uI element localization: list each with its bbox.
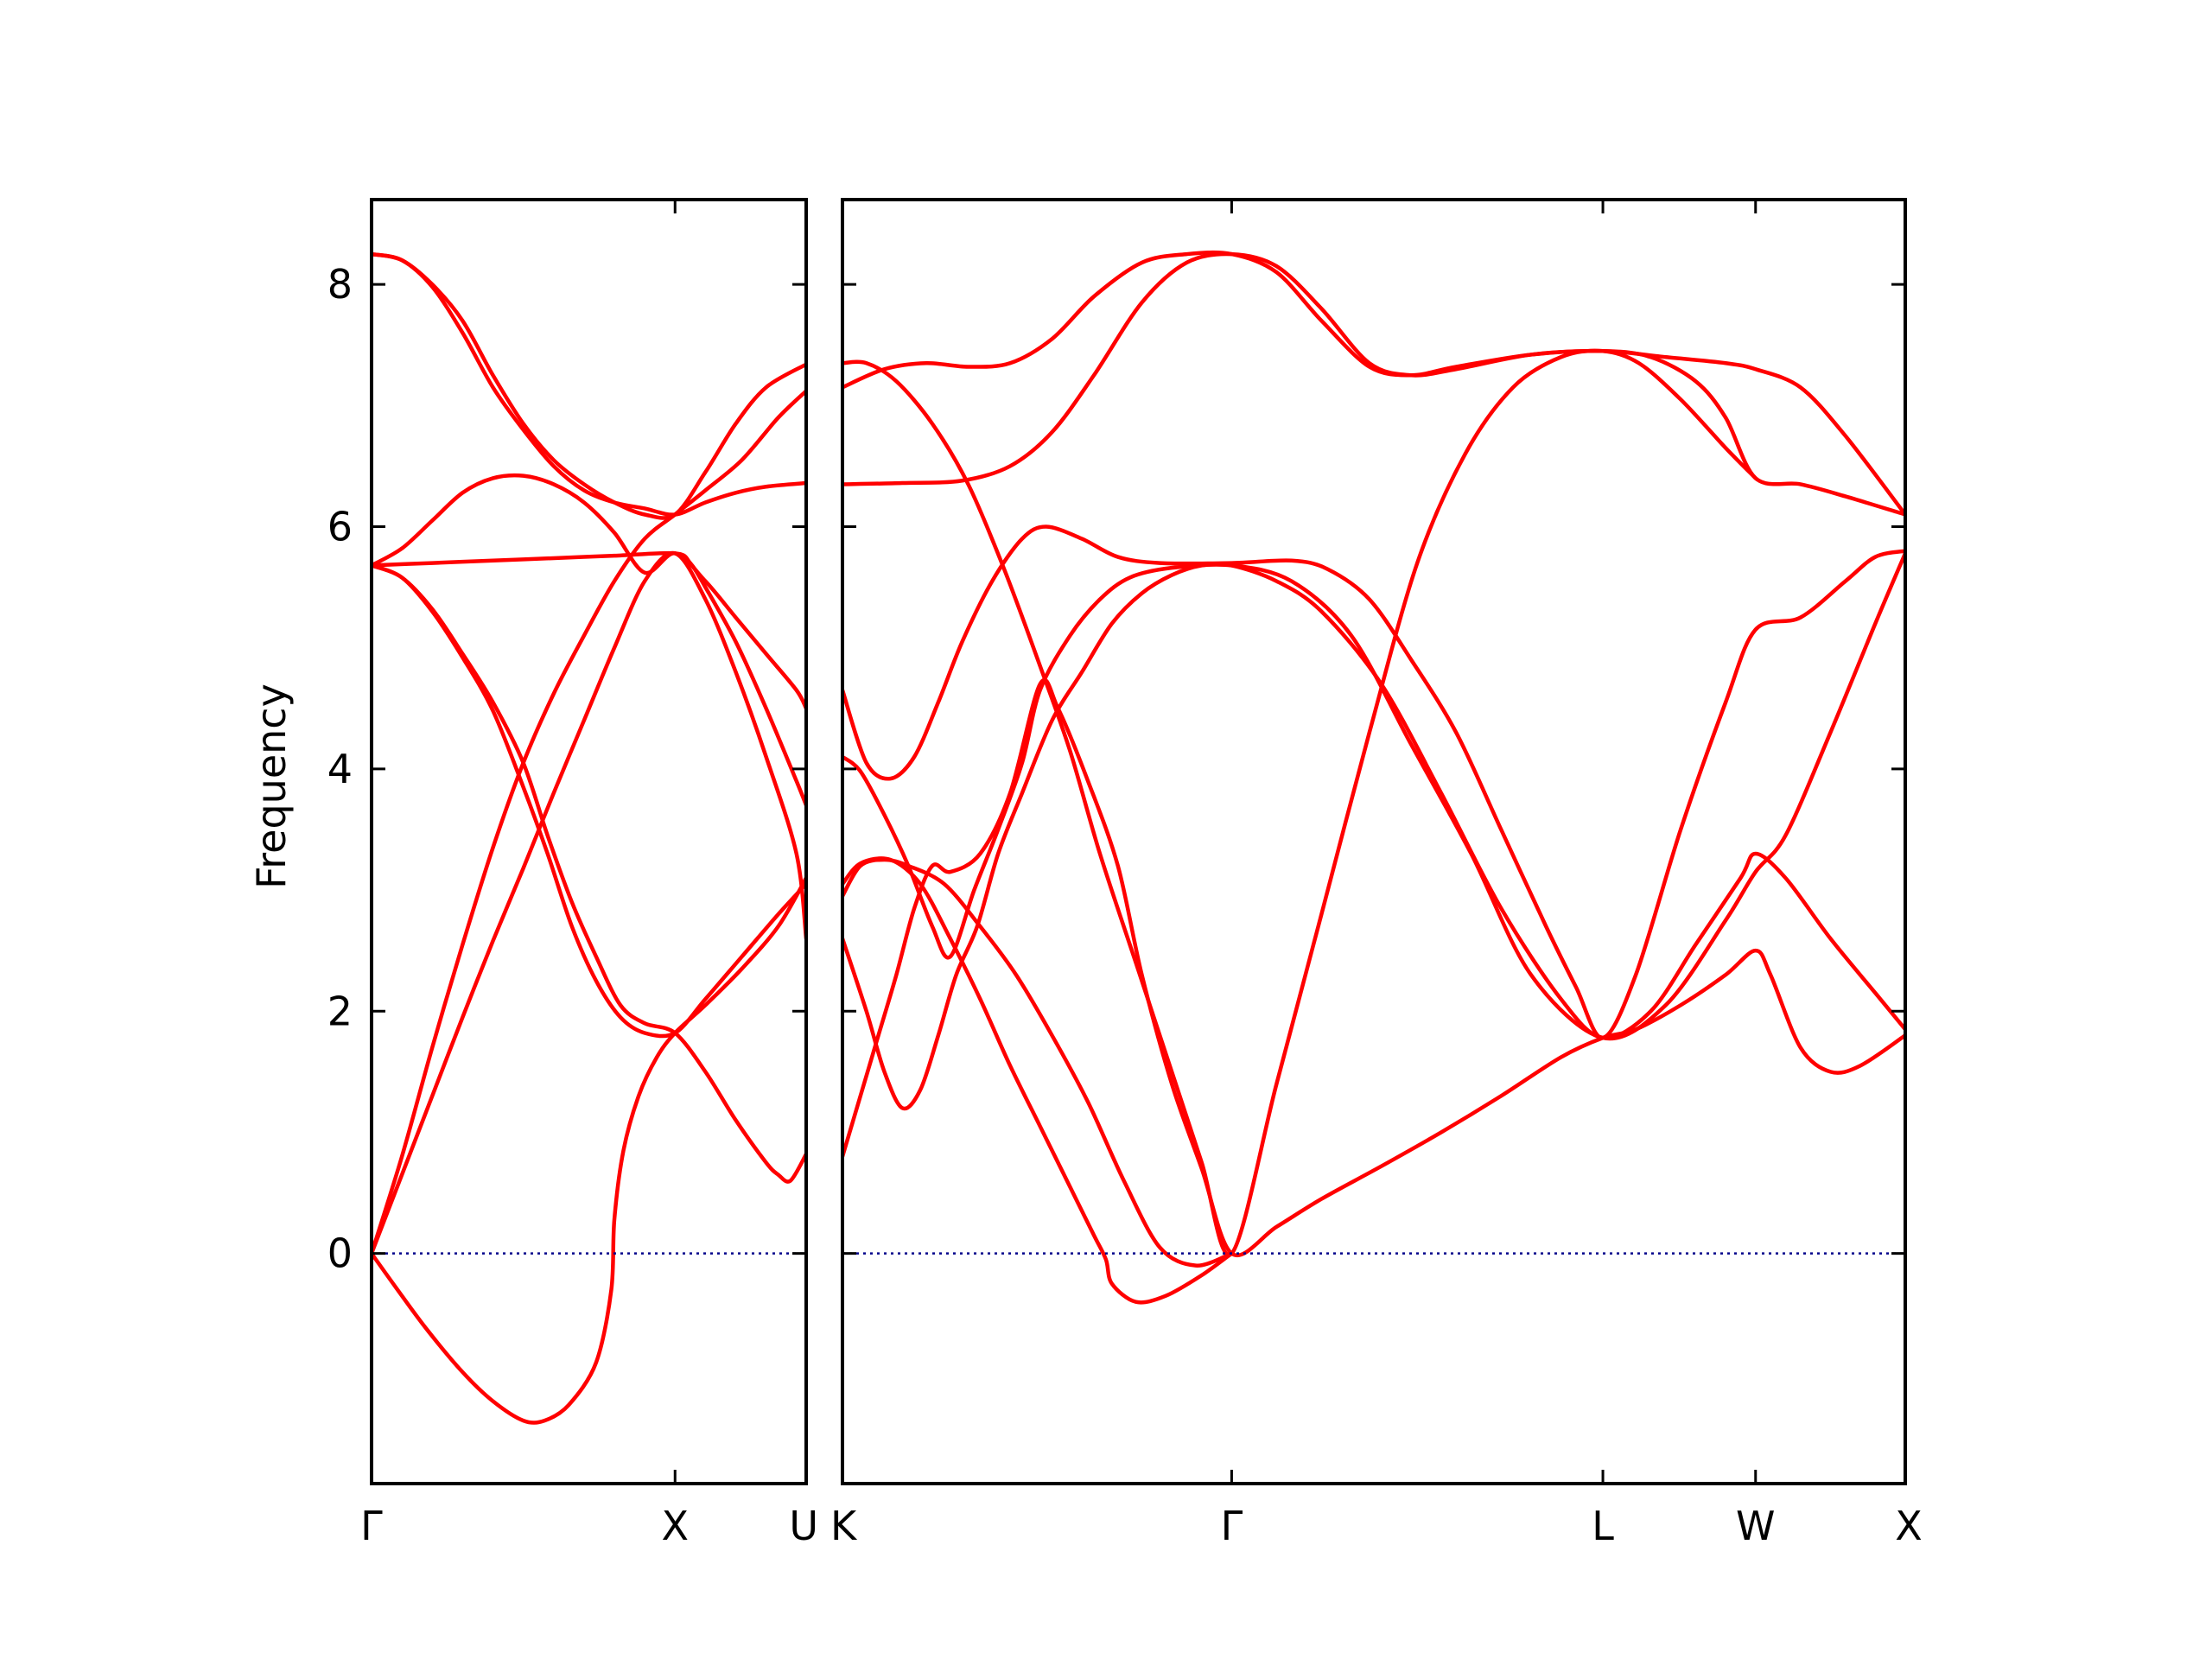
x-tick-label: X (661, 1503, 689, 1549)
x-tick-label: U (789, 1503, 818, 1549)
band-line-right-8 (842, 250, 1905, 517)
band-line-left-8 (372, 251, 806, 517)
y-tick-label: 6 (327, 504, 353, 550)
y-axis-label: Frequency (248, 683, 295, 889)
band-line-left-7 (372, 473, 806, 711)
x-tick-label: W (1736, 1503, 1775, 1549)
band-line-left-9 (372, 251, 806, 520)
band-line-left-4 (372, 563, 806, 1039)
y-tick-label: 8 (327, 261, 353, 308)
x-tick-label: X (1895, 1503, 1923, 1549)
band-line-right-9 (842, 348, 1758, 1257)
x-tick-label: L (1592, 1503, 1614, 1549)
right-axes-frame (841, 198, 1907, 1485)
y-tick-labels: 0 2 4 6 8 (327, 261, 353, 1277)
left-bands (372, 251, 806, 1425)
x-tick-label: Γ (360, 1503, 383, 1549)
band-line-right-3 (842, 857, 1234, 1268)
y-tick-label: 0 (327, 1230, 353, 1277)
left-axes-frame (370, 198, 808, 1485)
band-line-right-1 (842, 677, 1905, 1257)
band-line-left-6 (372, 550, 806, 808)
band-line-left-1 (372, 875, 806, 1425)
band-line-left-5 (372, 563, 806, 1184)
band-line-right-7 (842, 251, 1905, 517)
band-line-right-6 (842, 524, 1905, 1040)
y-tick-label: 2 (327, 988, 353, 1034)
band-line-left-3 (372, 389, 806, 1255)
band-line-left-2 (372, 550, 806, 1255)
x-tick-label: K (830, 1503, 858, 1549)
right-bands (842, 250, 1905, 1305)
band-line-right-5 (842, 551, 1905, 1041)
x-tick-label: Γ (1221, 1503, 1243, 1549)
y-tick-label: 4 (327, 746, 353, 792)
